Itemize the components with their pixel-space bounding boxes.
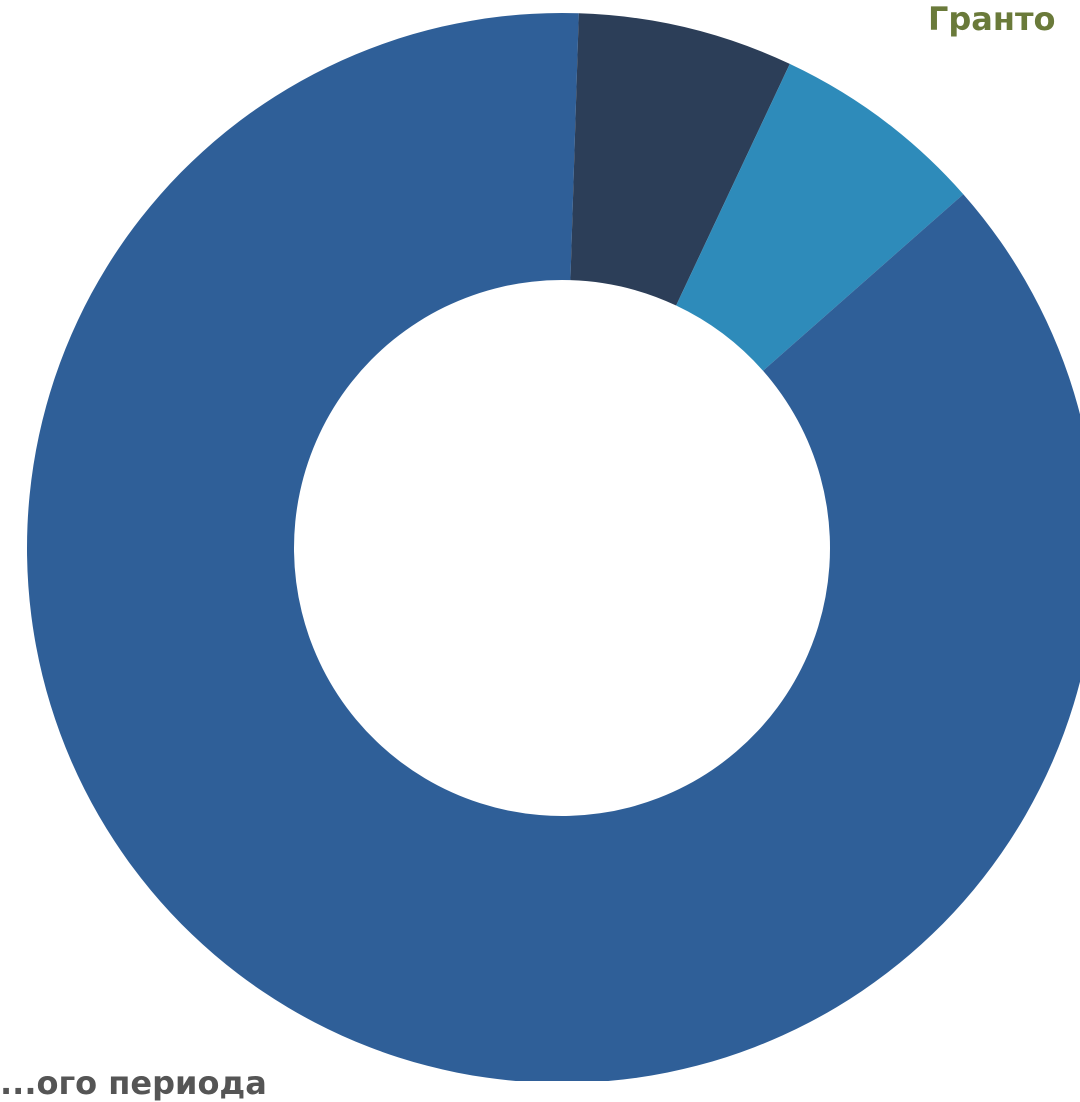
donut-slice-3 <box>676 63 964 371</box>
slice-label-bottom-left: ...ого периода <box>0 1064 267 1102</box>
donut-slice-1 <box>562 13 579 281</box>
donut-slice-2 <box>570 13 790 306</box>
slice-label-top-right: Гранто <box>928 0 1056 38</box>
donut-slices <box>27 13 1080 1081</box>
donut-slice-4 <box>27 13 1080 1081</box>
